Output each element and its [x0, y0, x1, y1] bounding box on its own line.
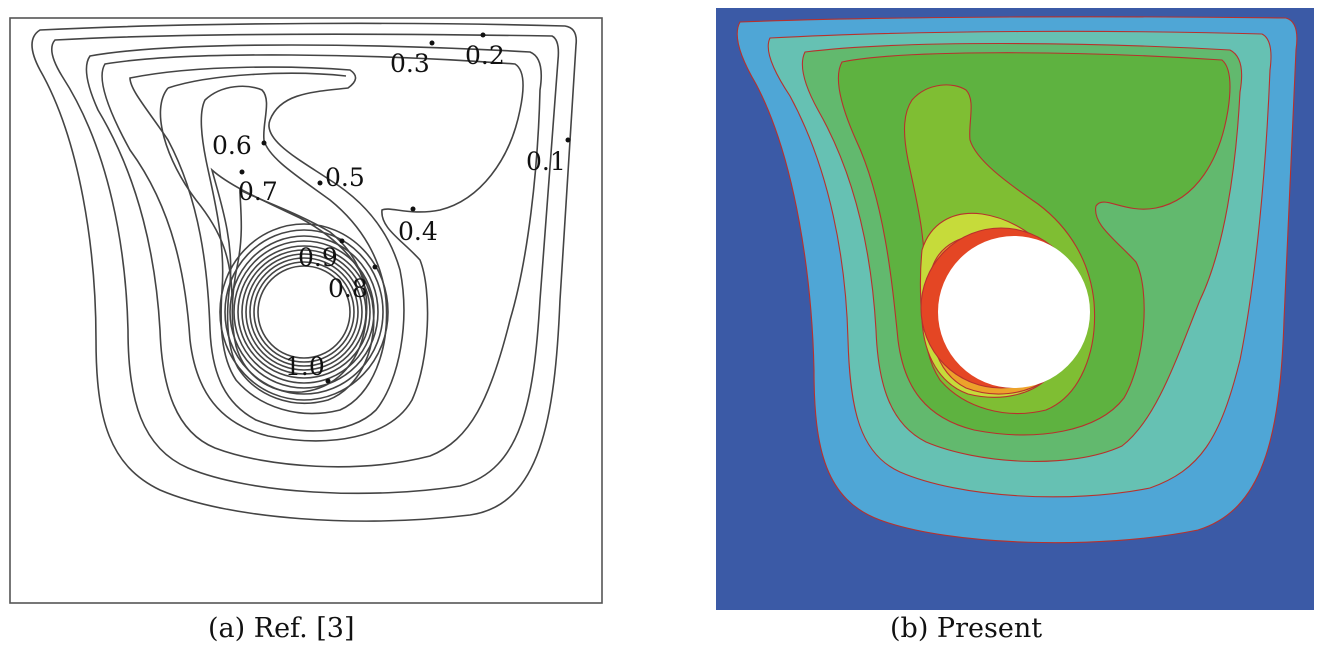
- obstacle-circle: [938, 236, 1090, 388]
- isoline-0-2: [50, 33, 560, 495]
- panel-b-present-plot: (b) Present: [700, 0, 1318, 662]
- caption-panel-a: (a) Ref. [3]: [208, 613, 355, 644]
- isoline-0-6: [159, 72, 347, 301]
- contour-label-0-9: 0.9: [298, 243, 338, 272]
- contour-label-0-8: 0.8: [328, 274, 368, 303]
- isoline-0-1: [31, 22, 578, 522]
- isoline-0-3: [85, 44, 543, 468]
- isoline-0-5: [129, 66, 405, 432]
- contour-label-0-6: 0.6: [212, 131, 252, 160]
- contour-label-0-5: 0.5: [325, 163, 365, 192]
- contour-label-1-0: 1.0: [285, 352, 325, 381]
- isoline-0-9: [231, 188, 368, 393]
- contour-label-0-7: 0.7: [238, 177, 278, 206]
- panel-a-reference-plot: 0.1 0.2 0.3 0.4 0.5 0.6 0.7 0.8 0.9 1.0 …: [0, 0, 620, 662]
- contour-label-0-2: 0.2: [465, 41, 505, 70]
- contour-label-0-3: 0.3: [390, 49, 430, 78]
- contour-plot-present: [716, 8, 1314, 610]
- contour-markers: [239, 32, 571, 384]
- isoline-0-4: [101, 54, 524, 442]
- contour-label-0-1: 0.1: [526, 147, 566, 176]
- contour-plot-reference: 0.1 0.2 0.3 0.4 0.5 0.6 0.7 0.8 0.9 1.0: [9, 17, 603, 604]
- obstacle-edge: [257, 265, 351, 359]
- caption-panel-b: (b) Present: [890, 613, 1043, 644]
- isoline-0-7: [200, 85, 388, 415]
- inner-isolines: [219, 223, 389, 401]
- plot-frame: [9, 17, 603, 604]
- contour-label-0-4: 0.4: [398, 217, 438, 246]
